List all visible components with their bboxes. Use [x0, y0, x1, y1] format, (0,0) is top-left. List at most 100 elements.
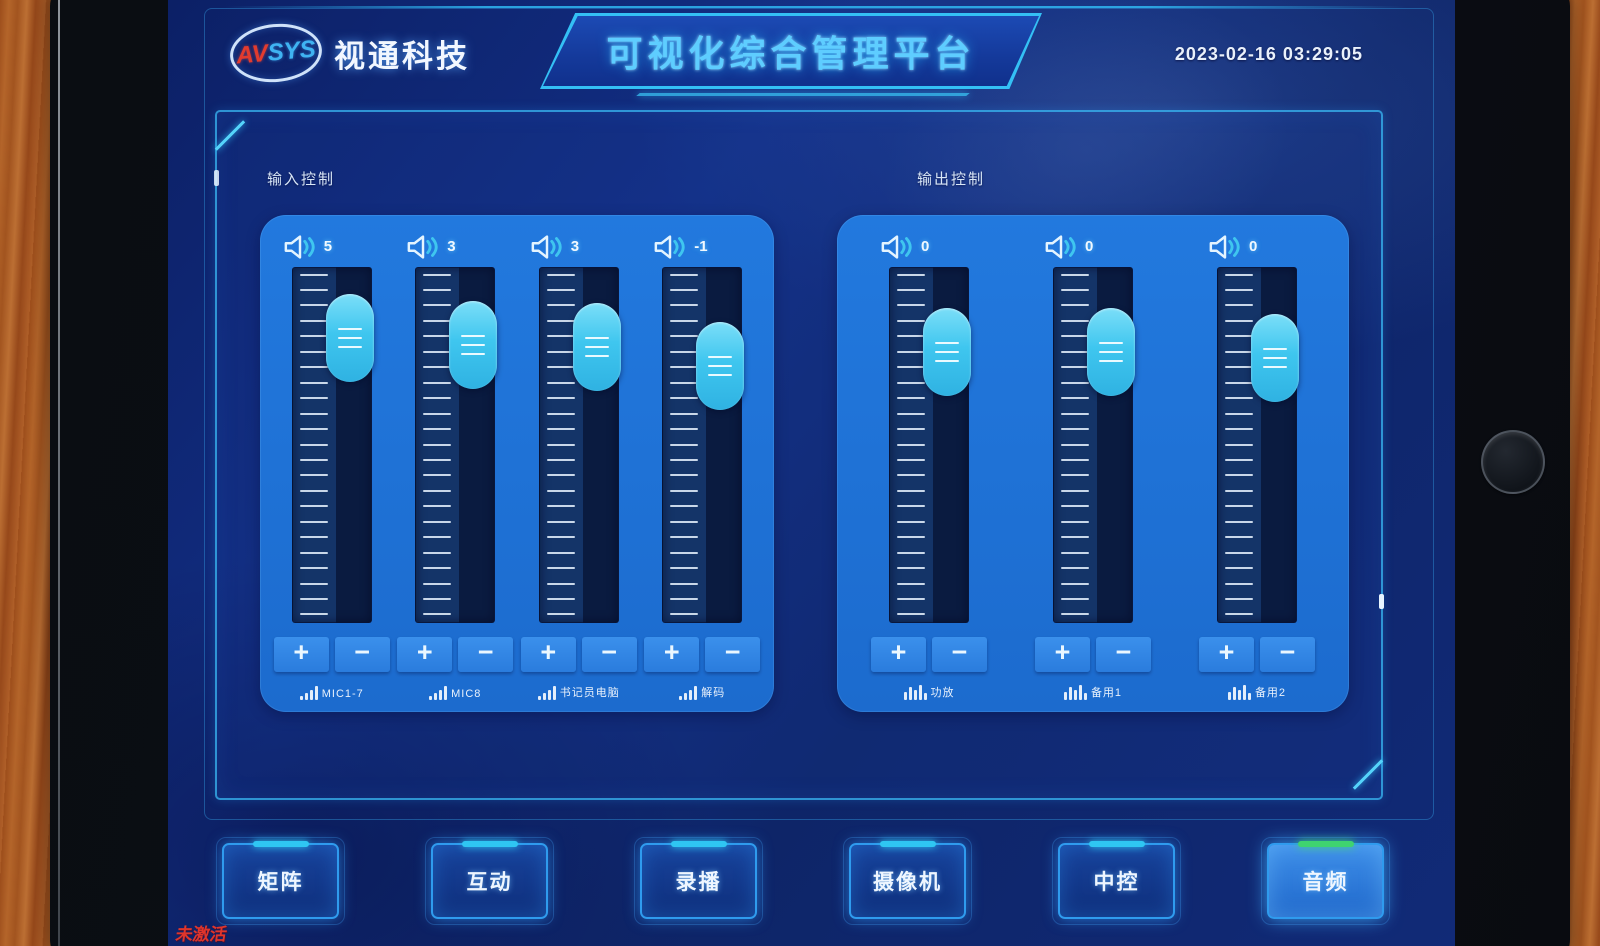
fader-ticks: [670, 273, 700, 616]
logo-text-av: AV: [235, 39, 269, 70]
panel-border-tick: [1379, 594, 1384, 609]
increase-button[interactable]: +: [871, 636, 926, 672]
logo-text-sys: SYS: [266, 35, 317, 67]
fader-buttons: + −: [520, 636, 637, 672]
title-banner: 可视化综合管理平台: [540, 13, 1042, 89]
fader-track[interactable]: [662, 266, 745, 623]
signal-ramp-icon: [537, 686, 556, 700]
fader-handle[interactable]: [325, 294, 374, 383]
fader-channel: -1 + − 解码: [644, 233, 761, 700]
nav-button-label: 互动: [466, 871, 513, 894]
channel-label: 备用2: [1254, 687, 1287, 699]
fader-ticks: [299, 273, 330, 616]
avsys-logo-icon: AV SYS: [227, 20, 325, 86]
fader-channel: 5 + − MIC1-7: [273, 233, 390, 700]
nav-button-notch: [252, 841, 309, 847]
nav-button-录播[interactable]: 录播: [634, 837, 763, 925]
decrease-button[interactable]: −: [705, 636, 761, 672]
channel-label: MIC8: [451, 688, 482, 700]
channel-label: 书记员电脑: [559, 687, 620, 699]
nav-button-notch: [1088, 841, 1145, 847]
nav-button-notch: [1297, 841, 1354, 847]
fader-header: -1: [653, 233, 708, 261]
fader-value: 3: [570, 238, 580, 256]
fader-header: 0: [880, 233, 929, 261]
fader-buttons: + −: [397, 636, 514, 672]
increase-button[interactable]: +: [273, 636, 329, 672]
nav-button-label: 录播: [675, 871, 722, 894]
fader-handle[interactable]: [1251, 313, 1299, 402]
input-section-label: 输入控制: [267, 171, 336, 188]
fader-value: 5: [323, 238, 333, 256]
decrease-button[interactable]: −: [932, 636, 987, 672]
bottom-nav: 矩阵 互动 录播 摄像机 中控 音频: [216, 837, 1390, 925]
equalizer-bars-icon: [1063, 685, 1087, 700]
fader-handle[interactable]: [449, 301, 498, 390]
decrease-button[interactable]: −: [581, 636, 637, 672]
fader-track[interactable]: [889, 266, 971, 623]
speaker-icon: [531, 235, 562, 259]
channel-label: 功放: [930, 687, 955, 699]
fader-track[interactable]: [1053, 266, 1135, 623]
nav-button-notch: [461, 841, 518, 847]
fader-buttons: + −: [871, 636, 987, 672]
decrease-button[interactable]: −: [1096, 636, 1151, 672]
nav-button-label: 摄像机: [873, 871, 942, 894]
nav-button-label: 矩阵: [257, 871, 304, 894]
fader-handle[interactable]: [923, 308, 971, 397]
increase-button[interactable]: +: [397, 636, 453, 672]
tablet-home-button[interactable]: [1481, 430, 1545, 494]
fader-channel: 3 + − MIC8: [397, 233, 514, 700]
panel-border-tick: [214, 170, 219, 186]
increase-button[interactable]: +: [520, 636, 576, 672]
channel-row: 功放: [903, 684, 955, 700]
speaker-icon: [1209, 235, 1240, 259]
company-name: 视通科技: [334, 38, 470, 74]
nav-button-中控[interactable]: 中控: [1052, 837, 1181, 925]
channel-row: 备用2: [1227, 684, 1287, 700]
nav-button-notch: [670, 841, 727, 847]
increase-button[interactable]: +: [644, 636, 700, 672]
nav-button-互动[interactable]: 互动: [425, 837, 554, 925]
channel-row: MIC1-7: [299, 684, 364, 700]
decrease-button[interactable]: −: [334, 636, 390, 672]
decrease-button[interactable]: −: [1260, 636, 1315, 672]
fader-value: 0: [1249, 238, 1258, 256]
nav-button-矩阵[interactable]: 矩阵: [216, 837, 345, 925]
fader-header: 5: [283, 233, 332, 261]
equalizer-bars-icon: [903, 685, 927, 700]
fader-buttons: + −: [273, 636, 390, 672]
activation-watermark: 未激活: [174, 925, 229, 944]
brand-logo: AV SYS 视通科技: [227, 20, 470, 86]
nav-button-音频[interactable]: 音频: [1261, 837, 1390, 925]
fader-channel: 3 + − 书记员电脑: [520, 233, 637, 700]
fader-track[interactable]: [291, 266, 374, 623]
fader-handle[interactable]: [1087, 308, 1135, 397]
fader-handle[interactable]: [696, 322, 745, 411]
fader-track[interactable]: [415, 266, 498, 623]
output-fader-group: 0 + − 功放 0 + −: [837, 215, 1349, 712]
fader-track[interactable]: [538, 266, 621, 623]
page-title: 可视化综合管理平台: [606, 33, 976, 74]
equalizer-bars-icon: [1227, 685, 1251, 700]
increase-button[interactable]: +: [1035, 636, 1090, 672]
panel-corner-accent: [214, 120, 246, 151]
signal-ramp-icon: [679, 686, 698, 700]
speaker-icon: [284, 235, 315, 259]
fader-track[interactable]: [1217, 266, 1299, 623]
fader-value: 0: [921, 238, 930, 256]
outer-decor-frame: [204, 8, 1434, 820]
fader-ticks: [423, 273, 453, 616]
nav-button-notch: [879, 841, 936, 847]
tablet-bezel-edge: [58, 0, 60, 946]
nav-button-摄像机[interactable]: 摄像机: [843, 837, 972, 925]
increase-button[interactable]: +: [1199, 636, 1254, 672]
channel-row: 解码: [679, 684, 725, 700]
speaker-icon: [407, 235, 438, 259]
screen: AV SYS 视通科技 可视化综合管理平台 2023-02-16 03:29:05…: [168, 0, 1455, 946]
channel-label: MIC1-7: [321, 688, 364, 700]
fader-channel: 0 + − 备用2: [1199, 233, 1315, 700]
fader-handle[interactable]: [572, 302, 621, 391]
fader-value: -1: [694, 238, 708, 256]
decrease-button[interactable]: −: [458, 636, 514, 672]
